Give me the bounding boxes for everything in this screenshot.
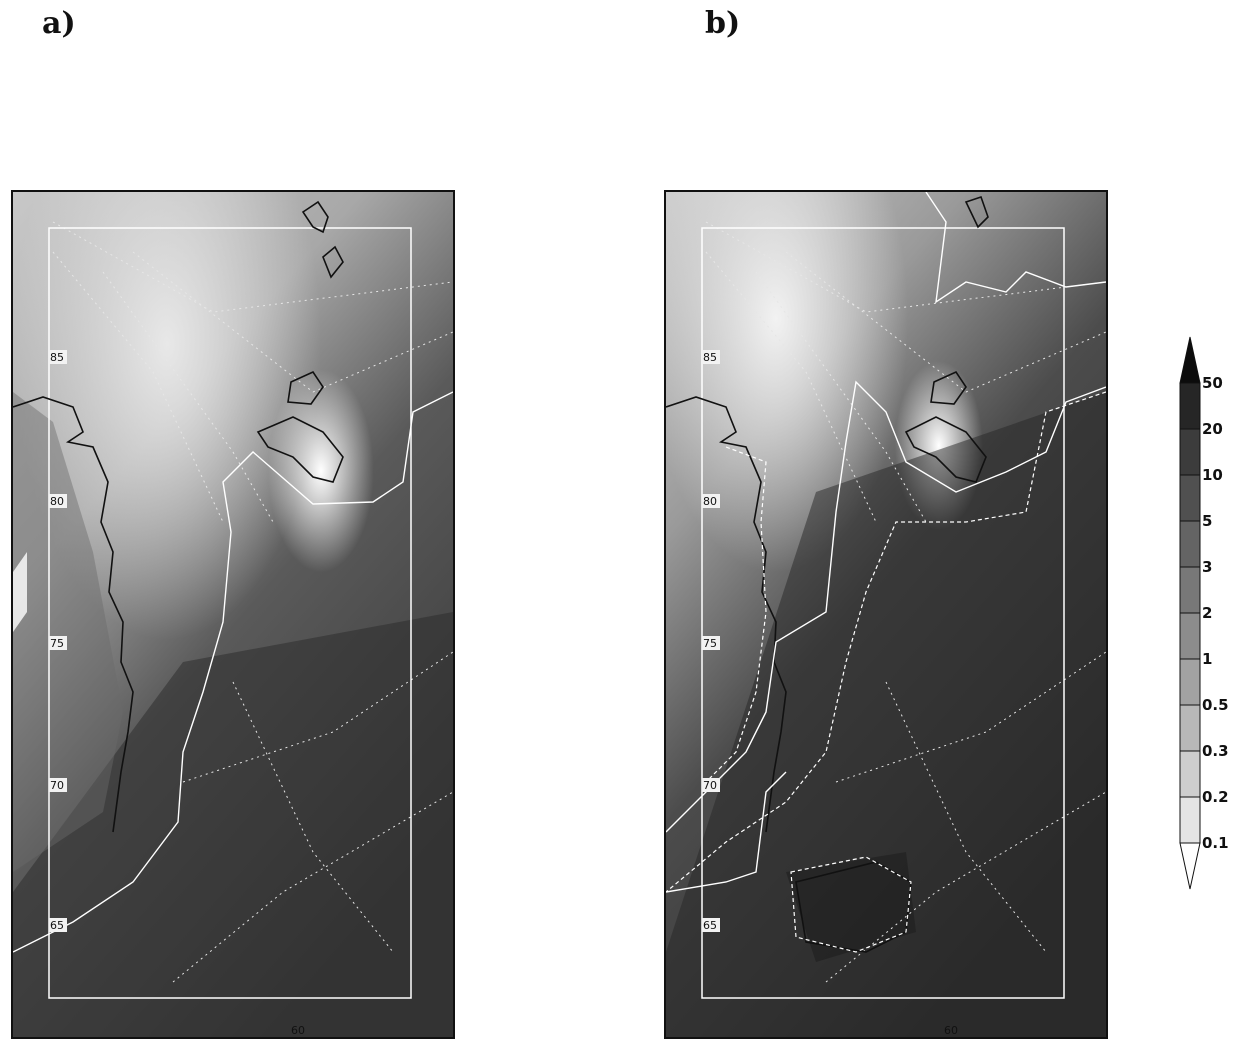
colorbar-box [1179,704,1201,752]
map-b-field: 85 80 75 70 65 60 [666,192,1106,1037]
map-b-white-contours [666,192,1106,893]
colorbar-tick-label: 3 [1202,558,1213,576]
map-b-domain-box [701,227,1065,999]
colorbar-tick-label: 2 [1202,604,1213,622]
colorbar-box [1179,750,1201,798]
map-a-lat-labels: 85 80 75 70 65 60 [49,350,305,1037]
colorbar-box [1179,566,1201,614]
map-b-lat-labels: 85 80 75 70 65 60 [702,350,958,1037]
colorbar-tick-label: 0.3 [1202,742,1229,760]
lon-label-60: 60 [944,1024,958,1037]
colorbar-top-triangle [1179,336,1201,384]
map-b-dashed-contours [666,391,1106,953]
map-a-graticule [52,221,453,983]
map-b-graticule [705,221,1106,983]
map-a-contours [13,200,344,833]
colorbar-box [1179,382,1201,430]
colorbar-tick-label: 0.1 [1202,834,1229,852]
panel-label-b: b) [705,6,741,41]
colorbar-bottom-triangle [1179,842,1201,890]
lat-label-85: 85 [703,351,717,364]
colorbar-tick-label: 10 [1202,466,1223,484]
lat-label-80: 80 [703,495,717,508]
colorbar-tick-label: 5 [1202,512,1213,530]
lat-label-80: 80 [50,495,64,508]
colorbar-box [1179,474,1201,522]
lat-label-70: 70 [703,779,717,792]
colorbar-box [1179,428,1201,476]
lat-label-65: 65 [50,919,64,932]
colorbar-box [1179,520,1201,568]
panel-label-a: a) [42,6,76,41]
colorbar-box [1179,796,1201,844]
map-panel-a: 85 80 75 70 65 60 [11,190,455,1039]
colorbar-box [1179,612,1201,660]
colorbar [1179,336,1201,890]
colorbar-tick-label: 50 [1202,374,1223,392]
map-panel-b: 85 80 75 70 65 60 [664,190,1108,1039]
colorbar-tick-label: 0.2 [1202,788,1229,806]
colorbar-tick-label: 20 [1202,420,1223,438]
lat-label-70: 70 [50,779,64,792]
map-a-white-contours [13,391,453,953]
map-a-domain-box [48,227,412,999]
lon-label-60: 60 [291,1024,305,1037]
colorbar-tick-label: 1 [1202,650,1213,668]
colorbar-tick-label: 0.5 [1202,696,1229,714]
lat-label-75: 75 [703,637,717,650]
colorbar-box [1179,658,1201,706]
map-a-field: 85 80 75 70 65 60 [13,192,453,1037]
lat-label-85: 85 [50,351,64,364]
lat-label-65: 65 [703,919,717,932]
lat-label-75: 75 [50,637,64,650]
